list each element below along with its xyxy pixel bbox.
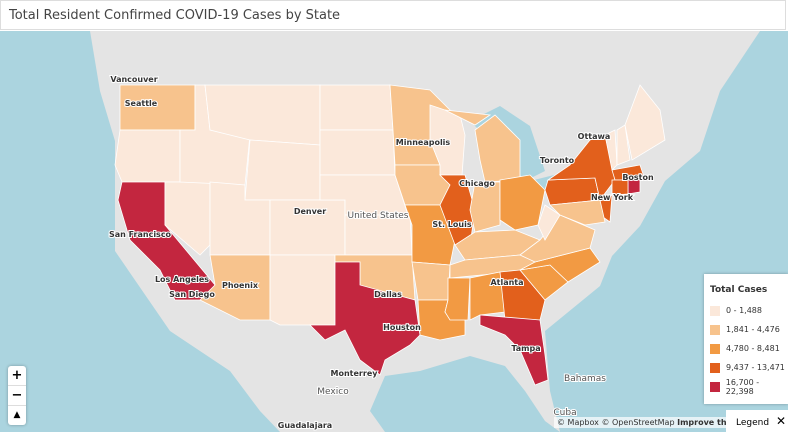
legend-button-label: Legend	[736, 418, 770, 428]
legend-label: 0 - 1,488	[726, 306, 762, 315]
legend-button[interactable]: Legend ✕	[726, 410, 788, 432]
compass[interactable]: ▲	[13, 410, 21, 420]
place-label: Tampa	[511, 344, 540, 353]
legend-item: 4,780 - 8,481	[704, 339, 788, 358]
legend-swatch	[710, 381, 720, 392]
state	[444, 109, 492, 126]
attribution: © Mapbox © OpenStreetMap Improve this ma…	[554, 417, 760, 428]
zoom-controls: + − ▲	[8, 366, 26, 425]
legend-label: 4,780 - 8,481	[726, 344, 780, 353]
state	[611, 179, 629, 196]
attribution-link[interactable]: © OpenStreetMap	[601, 418, 675, 427]
state	[611, 164, 646, 181]
state	[616, 124, 631, 166]
state	[319, 84, 394, 131]
legend-swatch	[710, 305, 720, 316]
country-label: Bahamas	[564, 374, 606, 384]
country-label: Cuba	[553, 408, 576, 418]
state	[469, 271, 506, 321]
legend-item: 0 - 1,488	[704, 301, 788, 320]
place-label: Minneapolis	[396, 138, 451, 147]
zoom-out[interactable]: −	[8, 386, 26, 406]
place-label: Seattle	[125, 99, 158, 108]
place-label: San Diego	[169, 290, 215, 299]
country-label: United States	[348, 211, 409, 221]
place-label: Los Angeles	[155, 275, 209, 284]
place-label: Phoenix	[222, 281, 259, 290]
legend-item: 16,700 - 22,398	[704, 377, 788, 396]
state	[499, 269, 546, 321]
legend-label: 1,841 - 4,476	[726, 325, 780, 334]
place-label: Dallas	[374, 290, 402, 299]
gulf	[370, 356, 560, 432]
place-label: Houston	[383, 323, 421, 332]
title: Total Resident Confirmed COVID-19 Cases …	[0, 0, 786, 30]
state	[269, 254, 336, 326]
place-label: Vancouver	[110, 75, 157, 84]
place-label: New York	[591, 193, 634, 202]
legend: Total Cases 0 - 1,488 1,841 - 4,476 4,780 …	[704, 274, 788, 404]
place-label: Atlanta	[490, 278, 523, 287]
map: Vancouver Seattle Minneapolis Ottawa Tor…	[0, 31, 788, 432]
place-label: Boston	[622, 173, 654, 182]
place-label: Denver	[294, 207, 326, 216]
place-label: Chicago	[459, 179, 495, 188]
state	[411, 261, 451, 301]
legend-label: 9,437 - 13,471	[726, 363, 785, 372]
legend-item: 1,841 - 4,476	[704, 320, 788, 339]
state	[244, 139, 321, 201]
place-label: Toronto	[540, 156, 575, 165]
legend-title: Total Cases	[710, 285, 768, 295]
place-label: Ottawa	[578, 132, 611, 141]
place-label: Monterrey	[331, 369, 379, 378]
legend-label: 16,700 - 22,398	[725, 377, 760, 396]
country-label: Mexico	[317, 387, 349, 397]
legend-swatch	[710, 343, 720, 354]
legend-swatch	[710, 324, 720, 335]
state	[319, 129, 396, 176]
state	[444, 277, 471, 321]
state	[499, 174, 546, 231]
place-label: Guadalajara	[278, 421, 332, 430]
pacific	[0, 31, 280, 432]
legend-swatch	[710, 362, 720, 373]
state	[624, 84, 666, 161]
state	[309, 261, 421, 376]
state	[549, 199, 606, 226]
attribution-link[interactable]: Improve this map	[677, 418, 757, 427]
zoom-in[interactable]: +	[8, 366, 26, 386]
attribution-link[interactable]: © Mapbox	[557, 418, 599, 427]
state	[479, 314, 549, 386]
place-label: San Francisco	[109, 230, 172, 239]
state	[114, 129, 181, 183]
legend-item: 9,437 - 13,471	[704, 358, 788, 377]
state	[344, 214, 413, 256]
place-label: St. Louis	[432, 220, 471, 229]
state	[469, 181, 501, 233]
